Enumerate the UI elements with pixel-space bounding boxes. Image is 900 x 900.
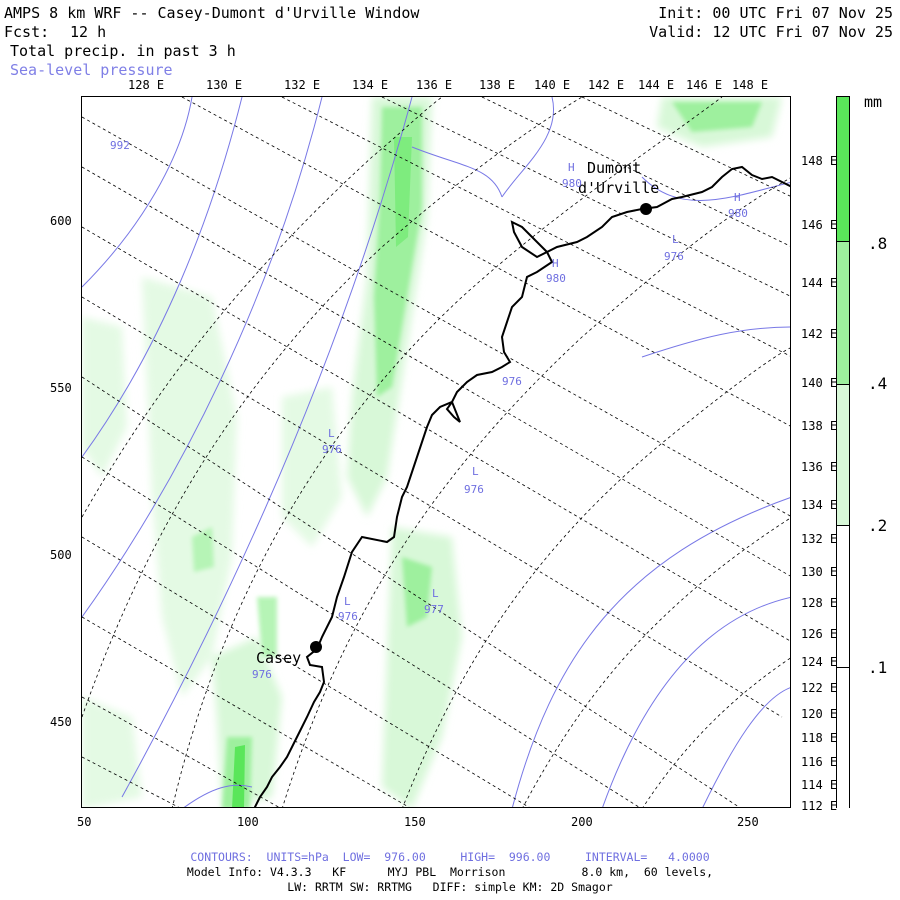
right-lon-label: 120 E (801, 707, 838, 721)
precip-shading (82, 97, 782, 807)
top-lon-label: 146 E (686, 78, 723, 92)
lat-lon-grid (82, 97, 790, 807)
pressure-labels: 992 H 980 H 980 H 980 L 976 L 976 L 976 … (110, 139, 748, 681)
right-lon-label: 122 E (801, 681, 838, 695)
right-lon-label: 136 E (801, 460, 838, 474)
pressure-contours (82, 97, 790, 807)
bottom-axis-label: 250 (737, 815, 759, 829)
pressure-label: 980 (562, 177, 582, 190)
physics-info: LW: RRTM SW: RRTMG DIFF: simple KM: 2D S… (287, 880, 613, 894)
top-lon-label: 128 E (128, 78, 165, 92)
right-lon-label: 126 E (801, 627, 838, 641)
pressure-label-kind: H (734, 191, 741, 204)
pressure-label-kind: L (344, 595, 351, 608)
pressure-label: 976 (338, 610, 358, 623)
pressure-label-kind: L (472, 465, 479, 478)
coastline (253, 165, 790, 807)
colorbar-tick: .8 (868, 234, 888, 253)
pressure-label-kind: H (552, 257, 559, 270)
forecast-hour: 12 h (70, 23, 107, 41)
map-panel: Dumont d'Urville Casey 992 H 980 H 980 H… (81, 96, 791, 808)
colorbar-segment-02 (837, 384, 849, 526)
left-axis-label: 450 (50, 715, 72, 729)
colorbar-tick: .2 (868, 516, 888, 535)
bottom-axis-label: 200 (571, 815, 593, 829)
colorbar-segment-00 (837, 667, 849, 808)
pressure-label: 976 (252, 668, 272, 681)
right-lon-label: 146 E (801, 218, 838, 232)
right-lon-label: 134 E (801, 498, 838, 512)
top-lon-label: 130 E (206, 78, 243, 92)
right-lon-label: 116 E (801, 755, 838, 769)
right-lon-label: 144 E (801, 276, 838, 290)
pressure-label: 976 (502, 375, 522, 388)
pressure-label: 976 (664, 250, 684, 263)
top-lon-label: 132 E (284, 78, 321, 92)
pressure-label: 980 (546, 272, 566, 285)
pressure-label: 980 (728, 207, 748, 220)
right-lon-label: 142 E (801, 327, 838, 341)
pressure-label-kind: L (432, 587, 439, 600)
bottom-axis-label: 150 (404, 815, 426, 829)
pressure-label-kind: H (568, 161, 575, 174)
init-time: Init: 00 UTC Fri 07 Nov 25 (658, 4, 893, 22)
map-title: AMPS 8 km WRF -- Casey-Dumont d'Urville … (4, 4, 420, 22)
pressure-label: 976 (464, 483, 484, 496)
left-axis-label: 600 (50, 214, 72, 228)
left-axis-label: 550 (50, 381, 72, 395)
top-lon-label: 134 E (352, 78, 389, 92)
bottom-axis-label: 50 (77, 815, 92, 829)
colorbar (836, 96, 850, 808)
station-dumont-durville-name-line1: Dumont (587, 159, 641, 177)
map-canvas: Dumont d'Urville Casey 992 H 980 H 980 H… (82, 97, 790, 807)
top-lon-label: 138 E (479, 78, 516, 92)
right-lon-label: 132 E (801, 532, 838, 546)
colorbar-tick: .1 (868, 658, 888, 677)
pressure-label: 976 (322, 443, 342, 456)
valid-time: Valid: 12 UTC Fri 07 Nov 25 (649, 23, 893, 41)
right-lon-label: 128 E (801, 596, 838, 610)
station-casey-marker[interactable] (310, 641, 322, 653)
pressure-label-kind: L (672, 233, 679, 246)
colorbar-unit: mm (864, 93, 883, 111)
contour-info: CONTOURS: UNITS=hPa LOW= 976.00 HIGH= 99… (190, 850, 710, 864)
model-info: Model Info: V4.3.3 KF MYJ PBL Morrison 8… (186, 865, 714, 879)
pressure-label: 992 (110, 139, 130, 152)
right-lon-label: 112 E (801, 799, 838, 813)
forecast-label: Fcst: (4, 23, 50, 41)
field-name: Total precip. in past 3 h (10, 42, 236, 60)
colorbar-tick: .4 (868, 374, 888, 393)
colorbar-segment-08 (837, 97, 849, 241)
right-lon-label: 140 E (801, 376, 838, 390)
right-lon-label: 148 E (801, 154, 838, 168)
top-lon-label: 144 E (638, 78, 675, 92)
pressure-label-kind: L (328, 427, 335, 440)
right-lon-label: 138 E (801, 419, 838, 433)
colorbar-segment-04 (837, 241, 849, 385)
station-dumont-durville-name-line2: d'Urville (578, 179, 659, 197)
left-axis-label: 500 (50, 548, 72, 562)
right-lon-label: 130 E (801, 565, 838, 579)
right-lon-label: 118 E (801, 731, 838, 745)
right-lon-label: 124 E (801, 655, 838, 669)
top-lon-label: 136 E (416, 78, 453, 92)
top-lon-label: 148 E (732, 78, 769, 92)
bottom-axis-label: 100 (237, 815, 259, 829)
station-casey-name-line1: Casey (256, 649, 301, 667)
station-dumont-durville-marker[interactable] (640, 203, 652, 215)
top-lon-label: 142 E (588, 78, 625, 92)
overlay-name: Sea-level pressure (10, 61, 173, 79)
top-lon-label: 140 E (534, 78, 571, 92)
right-lon-label: 114 E (801, 778, 838, 792)
colorbar-segment-01 (837, 525, 849, 668)
pressure-label: 977 (424, 603, 444, 616)
